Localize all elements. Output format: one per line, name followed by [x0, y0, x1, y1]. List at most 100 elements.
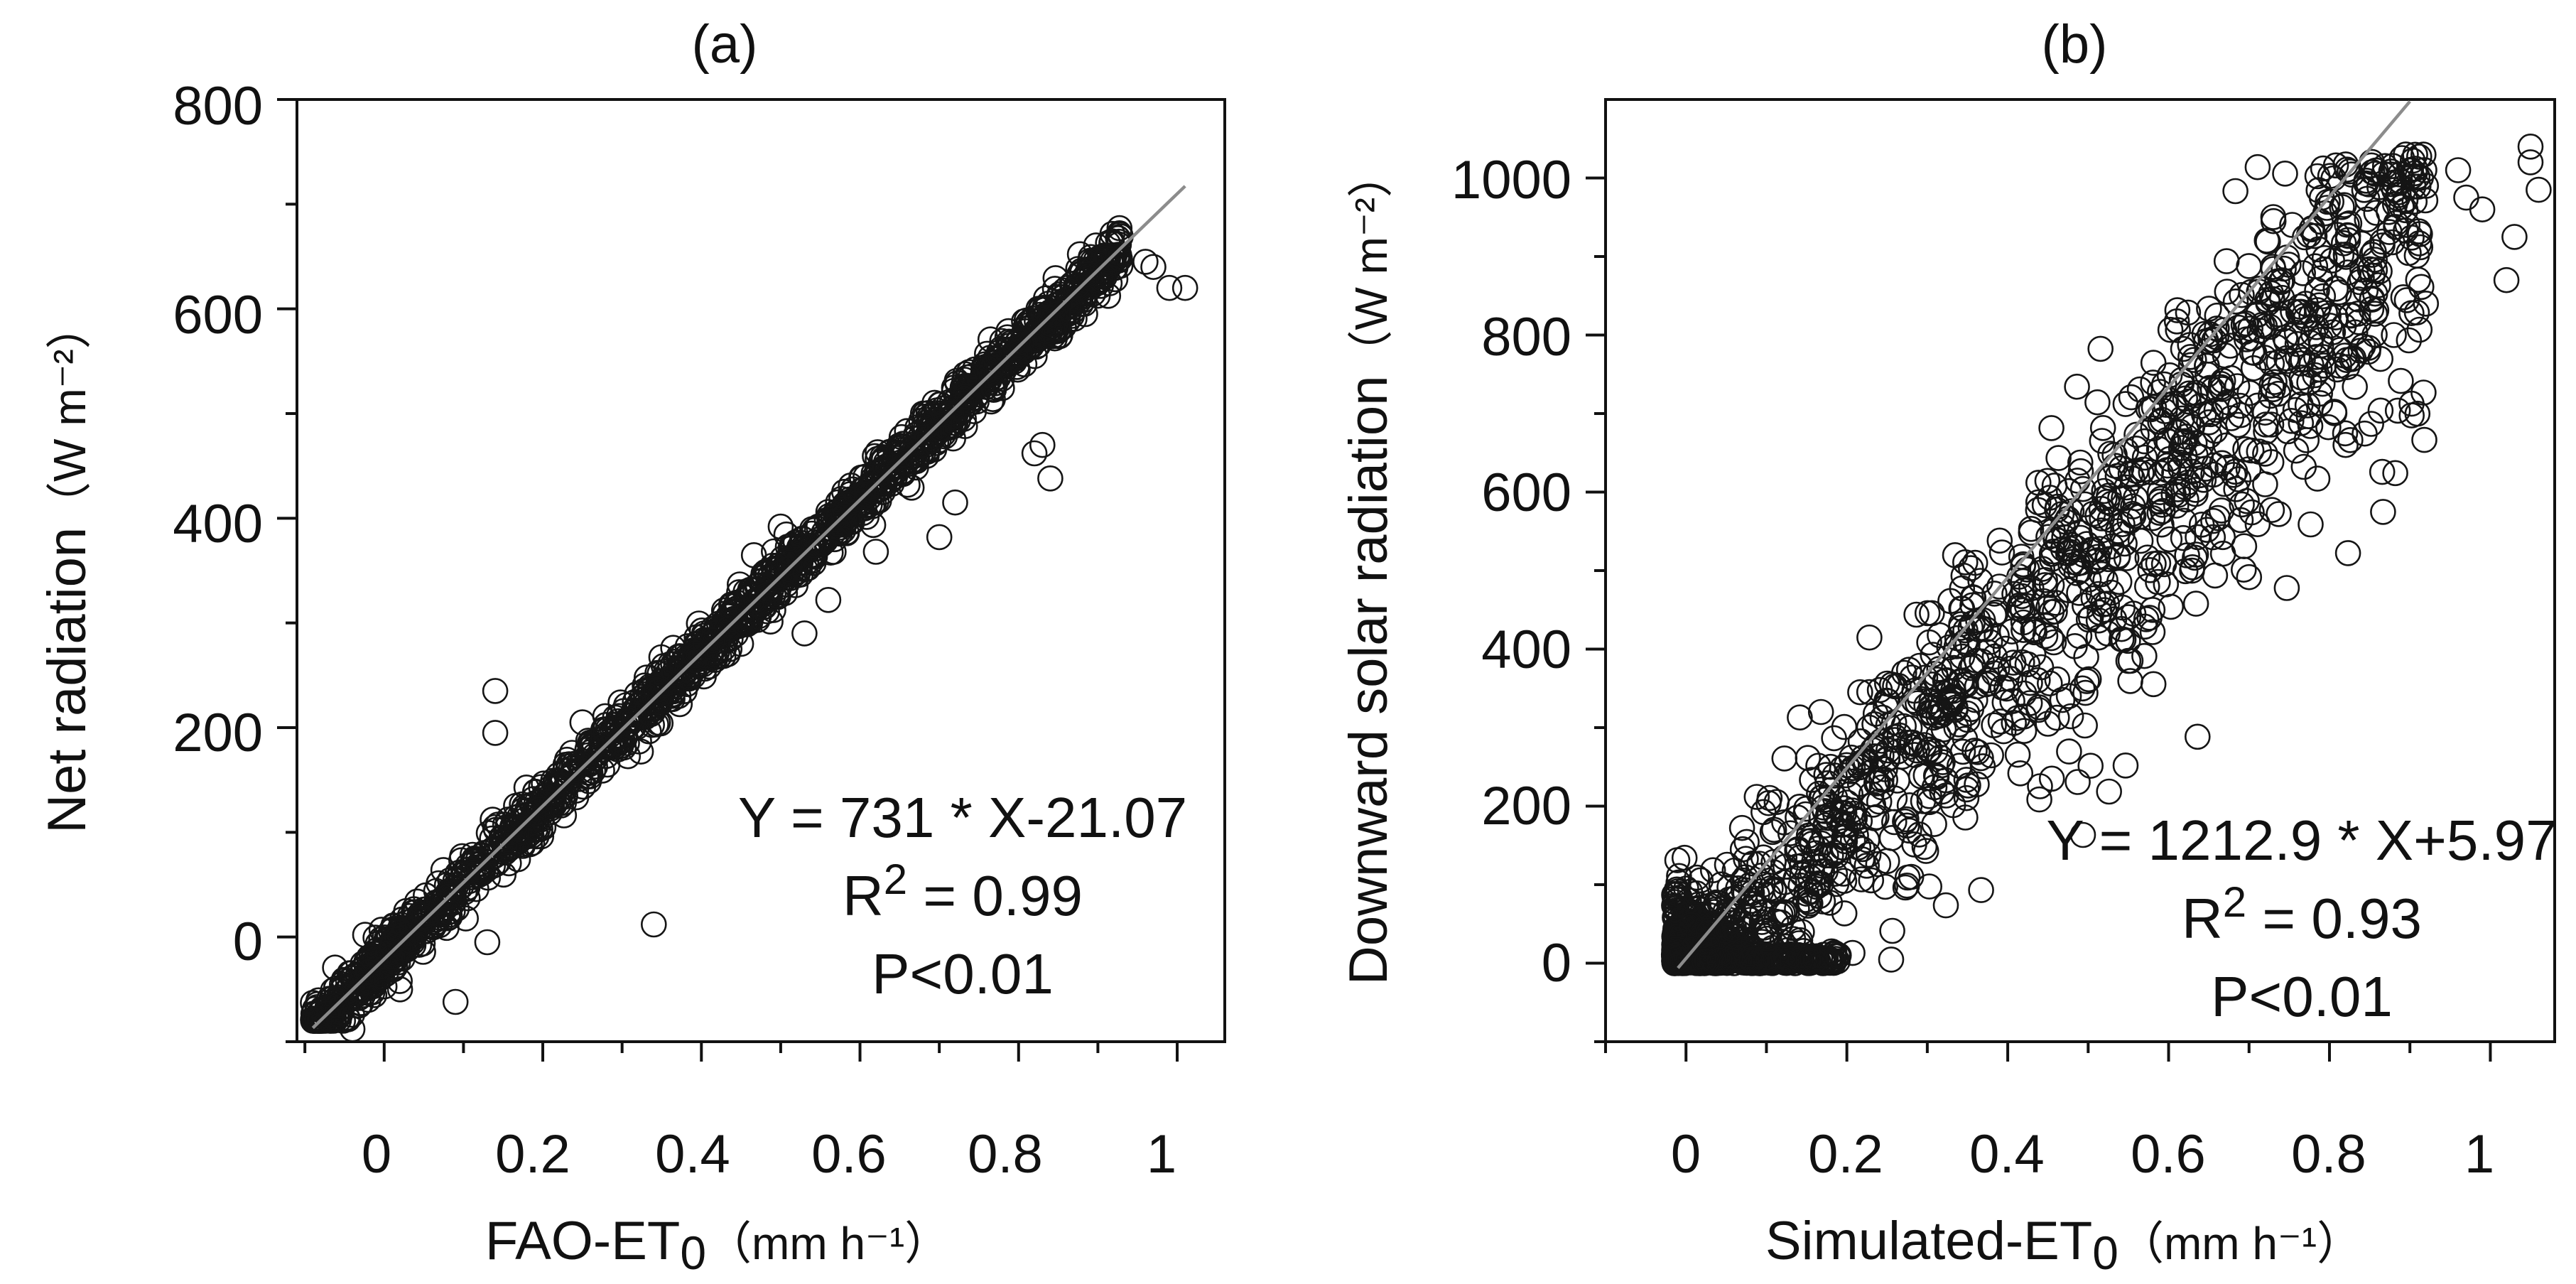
chart-b-point [2229, 491, 2255, 518]
chart-b-point [1839, 755, 1866, 782]
chart-a-equation: Y = 731 * X-21.07 [738, 786, 1187, 849]
chart-b-point [2084, 389, 2111, 416]
chart-b-point [1706, 947, 1733, 973]
chart-b-point [2190, 466, 2217, 493]
chart-b-point [1806, 780, 1832, 807]
chart-b-point [2089, 591, 2116, 617]
chart-b-point [2266, 501, 2292, 527]
chart-b-point [1865, 770, 1891, 796]
chart-b-point [2182, 590, 2209, 617]
chart-b-point [1663, 946, 1690, 972]
chart-b-point [2126, 376, 2153, 403]
chart-b-point [1671, 844, 1698, 871]
chart-a-point [916, 425, 943, 451]
chart-a-point [615, 743, 642, 770]
chart-b-point [2337, 158, 2363, 185]
chart-b-point [1787, 704, 1813, 731]
chart-b-point [1728, 814, 1755, 841]
chart-b-point [1662, 920, 1688, 946]
chart-b-point [2342, 374, 2368, 400]
chart-b-point [1833, 762, 1859, 789]
chart-b-point [2227, 507, 2254, 534]
chart-a-point [1140, 254, 1167, 281]
chart-a-point [612, 692, 639, 718]
chart-a-point [563, 784, 590, 811]
chart-b-point [2007, 760, 2034, 787]
chart-b-point [2271, 255, 2297, 282]
chart-b-point [1795, 745, 1822, 771]
chart-b-point [1953, 767, 1980, 793]
chart-b-point [2224, 373, 2251, 399]
chart-b-point [2369, 232, 2396, 259]
chart-b-point [1921, 811, 1947, 837]
chart-b-point [2288, 410, 2315, 436]
chart-b-point [1964, 647, 1990, 674]
chart-a-point [561, 759, 587, 785]
chart-b-point [1845, 834, 1872, 861]
chart-b-point [2396, 327, 2423, 354]
chart-a-point [1006, 341, 1033, 368]
chart-a-point [815, 586, 842, 613]
chart-b-point [2038, 765, 2065, 792]
chart-a-point [767, 563, 793, 590]
chart-b-point [2120, 600, 2147, 627]
chart-a-point [727, 630, 754, 657]
chart-b-point [2209, 524, 2236, 551]
chart-b-point [2321, 400, 2348, 426]
chart-b-point [2345, 286, 2371, 313]
chart-a-ytick-label: 400 [173, 494, 263, 554]
chart-a-point [693, 642, 720, 669]
chart-a-point [497, 819, 524, 846]
chart-b-point [2214, 279, 2241, 305]
chart-b-point [2069, 821, 2096, 848]
chart-b-point [2117, 460, 2144, 487]
chart-b-point [2365, 272, 2391, 298]
chart-b-point [1738, 946, 1765, 973]
chart-b-point [1754, 925, 1780, 952]
chart-b-point [2252, 441, 2278, 467]
chart-b-point [2315, 414, 2342, 441]
chart-a-point [918, 416, 945, 442]
chart-b-point [1729, 836, 1756, 863]
chart-b-point [2172, 428, 2198, 455]
chart-a-point [1002, 336, 1029, 363]
chart-b-point [2072, 712, 2098, 739]
chart-b-point [2307, 265, 2334, 292]
chart-a-point [556, 751, 583, 777]
chart-b-point [2089, 505, 2115, 532]
chart-b-point [1763, 789, 1790, 815]
chart-b-point [2035, 711, 2061, 737]
chart-b-point [1954, 631, 1981, 658]
chart-a-point [391, 935, 418, 961]
chart-b-point [1771, 745, 1798, 772]
chart-b-point [2069, 675, 2096, 702]
chart-b-equation: Y = 1212.9 * X+5.97 [2046, 809, 2557, 872]
chart-b-point [2014, 651, 2041, 678]
chart-b-point [2320, 319, 2347, 345]
chart-b-point [2016, 690, 2043, 716]
chart-a-point [951, 367, 978, 393]
chart-b-point [2177, 343, 2204, 370]
chart-a-point [961, 356, 988, 383]
chart-b-point [2282, 396, 2309, 423]
chart-b-point [1965, 607, 1991, 634]
chart-a-point [941, 413, 968, 439]
chart-a-point [776, 549, 803, 576]
chart-b-point [2413, 173, 2440, 199]
chart-b-point [1981, 581, 2008, 607]
chart-b-point [1991, 689, 2018, 716]
chart-b-point [2406, 316, 2433, 343]
chart-b-point [2117, 668, 2143, 694]
chart-b-point [2334, 540, 2361, 566]
chart-b-point [1831, 900, 1858, 927]
chart-b-point [1986, 527, 2013, 554]
chart-b-point [2139, 596, 2166, 623]
chart-b-regression-line [1677, 100, 2411, 969]
chart-b-point [2334, 227, 2361, 254]
chart-b-point [1846, 770, 1873, 797]
chart-b-point [2231, 533, 2258, 560]
chart-b-point [2238, 279, 2264, 306]
chart-b-point [2392, 197, 2419, 224]
chart-b-point [1699, 857, 1726, 883]
